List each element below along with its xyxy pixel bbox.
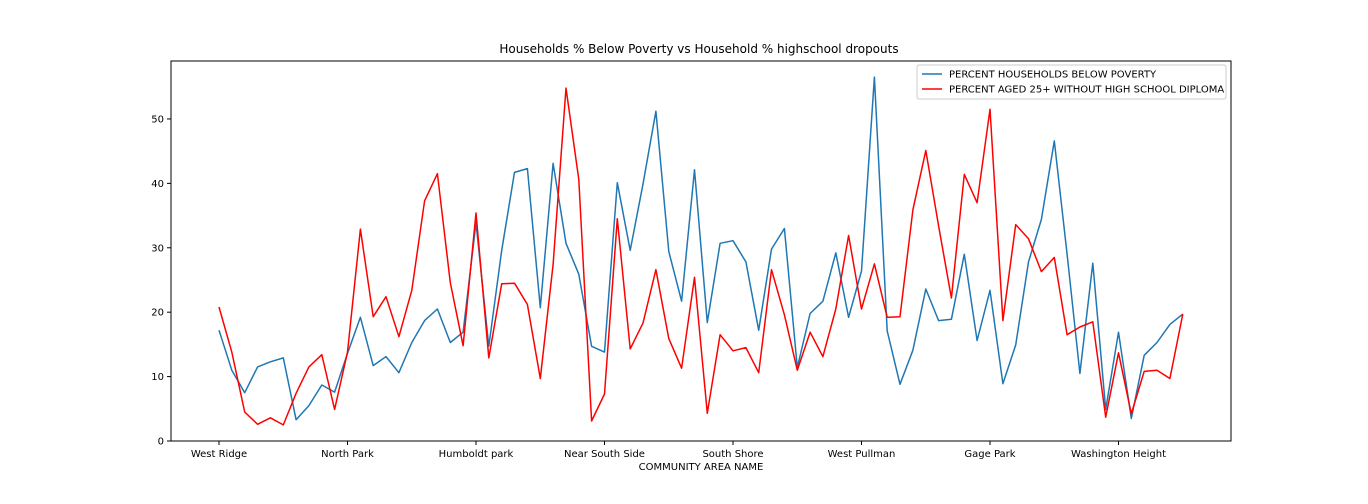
x-axis-label: COMMUNITY AREA NAME xyxy=(639,462,764,473)
x-tick-label: West Pullman xyxy=(828,449,896,460)
x-tick-label: Near South Side xyxy=(564,449,645,460)
x-tick-label: Washington Height xyxy=(1071,449,1166,460)
y-tick-label: 40 xyxy=(151,179,164,190)
x-tick-label: Gage Park xyxy=(964,449,1015,460)
plot-area xyxy=(170,60,1232,442)
legend-label-poverty: PERCENT HOUSEHOLDS BELOW POVERTY xyxy=(949,70,1157,81)
legend-label-dropouts: PERCENT AGED 25+ WITHOUT HIGH SCHOOL DIP… xyxy=(949,85,1224,96)
x-tick-label: Humboldt park xyxy=(439,449,514,460)
series-line-poverty xyxy=(218,76,1184,421)
legend-box xyxy=(916,64,1227,100)
y-tick-label: 10 xyxy=(151,372,164,383)
series-lines xyxy=(218,76,1184,426)
chart-title: Households % Below Poverty vs Household … xyxy=(499,42,898,56)
x-axis: West Ridge North Park Humboldt park Near So… xyxy=(191,441,1166,460)
y-tick-label: 0 xyxy=(158,437,164,448)
x-tick-label: West Ridge xyxy=(191,449,247,460)
x-tick-label: South Shore xyxy=(702,449,763,460)
y-tick-label: 20 xyxy=(151,308,164,319)
y-tick-label: 30 xyxy=(151,243,164,254)
x-tick-label: North Park xyxy=(321,449,374,460)
y-axis: 0 10 20 30 40 50 xyxy=(151,114,171,448)
series-line-dropouts xyxy=(218,87,1184,426)
legend: PERCENT HOUSEHOLDS BELOW POVERTY PERCENT… xyxy=(916,64,1227,100)
y-tick-label: 50 xyxy=(151,114,164,125)
